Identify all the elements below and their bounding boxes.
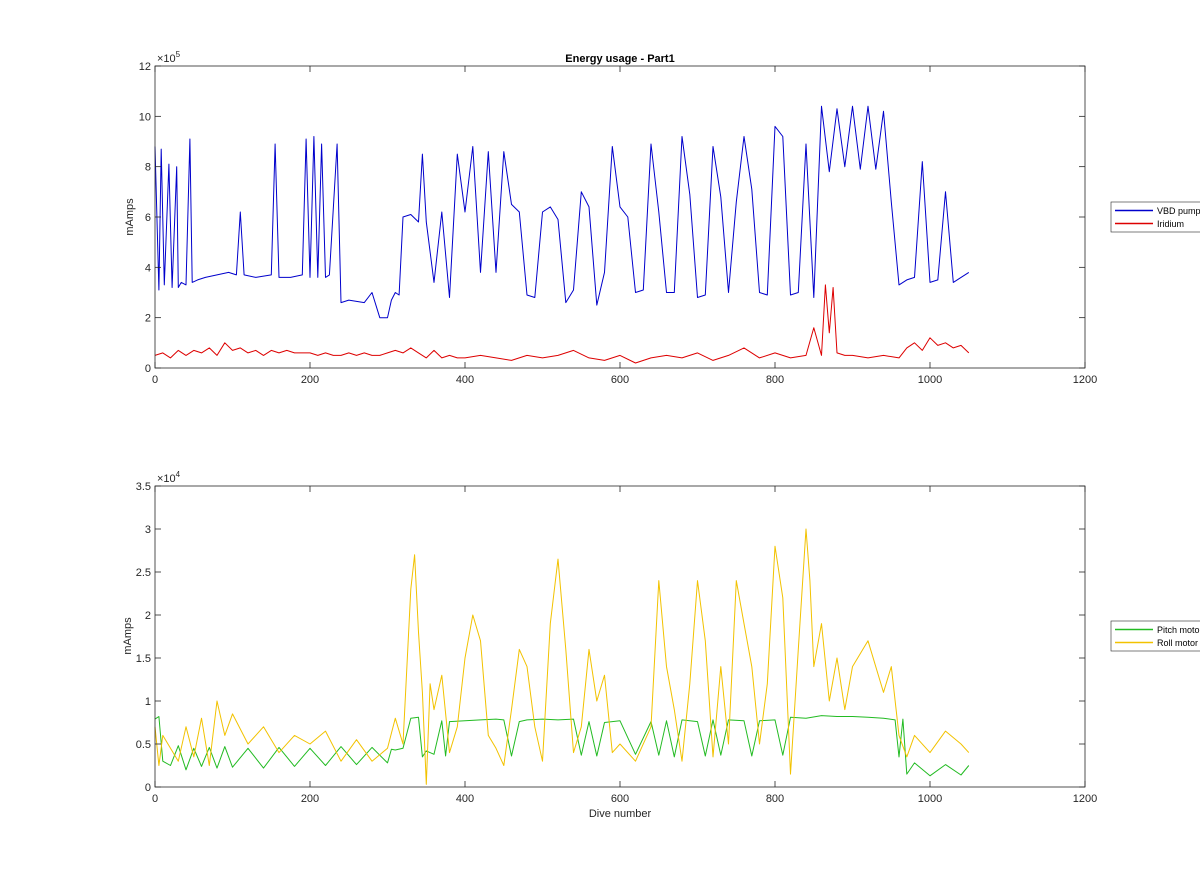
top-chart-title: Energy usage - Part1 <box>565 53 674 65</box>
top-y-tick-label: 10 <box>139 111 151 123</box>
top-x-axis: 0 200 400 600 800 1000 1200 <box>152 66 1097 386</box>
bottom-legend: Pitch motor Roll motor <box>1110 620 1200 652</box>
bottom-x-tick-label: 200 <box>301 793 319 805</box>
bottom-series-line-roll-motor <box>154 528 970 785</box>
bottom-subplot: 0 200 400 600 800 1000 1200 0 0.5 1 1.5 2 2.5 3 3.5 ×… <box>122 470 1200 820</box>
top-y-tick-label: 0 <box>145 363 151 375</box>
top-y-tick-label: 4 <box>145 262 151 274</box>
bottom-plot-frame <box>154 485 1086 788</box>
top-x-tick-label: 1200 <box>1073 374 1097 386</box>
top-legend-label-iridium: Iridium <box>1157 219 1184 229</box>
bottom-x-tick-label: 800 <box>766 793 784 805</box>
top-series-group <box>154 105 970 364</box>
bottom-x-tick-label: 1000 <box>918 793 942 805</box>
bottom-y-tick-label: 1.5 <box>136 653 151 665</box>
top-x-tick-label: 400 <box>456 374 474 386</box>
top-x-tick-label: 200 <box>301 374 319 386</box>
top-y-axis: 0 2 4 6 8 10 12 <box>139 61 1085 375</box>
top-subplot: Energy usage - Part1 0 200 400 600 800 1000 12… <box>124 50 1200 386</box>
top-y-tick-label: 8 <box>145 162 151 174</box>
bottom-y-tick-label: 1 <box>145 696 151 708</box>
bottom-x-tick-label: 400 <box>456 793 474 805</box>
bottom-x-tick-label: 600 <box>611 793 629 805</box>
top-y-tick-label: 2 <box>145 313 151 325</box>
top-y-tick-label: 6 <box>145 212 151 224</box>
top-y-tick-label: 12 <box>139 61 151 73</box>
top-y-exponent: ×105 <box>157 50 181 65</box>
top-x-tick-label: 1000 <box>918 374 942 386</box>
top-legend-label-vbd-pump: VBD pump <box>1157 206 1200 216</box>
bottom-y-tick-label: 0 <box>145 782 151 794</box>
top-plot-frame <box>154 65 1086 369</box>
top-series-line-vbd-pump <box>154 105 970 319</box>
top-x-tick-label: 0 <box>152 374 158 386</box>
bottom-legend-label-roll-motor: Roll motor <box>1157 638 1198 648</box>
top-series-line-iridium <box>154 284 970 364</box>
bottom-y-tick-label: 0.5 <box>136 739 151 751</box>
bottom-y-tick-label: 3.5 <box>136 481 151 493</box>
bottom-y-axis: 0 0.5 1 1.5 2 2.5 3 3.5 <box>136 481 1085 794</box>
bottom-x-tick-label: 0 <box>152 793 158 805</box>
bottom-y-exponent: ×104 <box>157 470 181 485</box>
bottom-series-line-pitch-motor <box>154 715 970 777</box>
bottom-series-group <box>154 528 970 785</box>
top-y-axis-label: mAmps <box>124 198 136 236</box>
bottom-y-tick-label: 2.5 <box>136 567 151 579</box>
bottom-legend-box <box>1110 620 1200 652</box>
top-legend-box <box>1110 201 1200 233</box>
bottom-y-tick-label: 2 <box>145 610 151 622</box>
bottom-y-tick-label: 3 <box>145 524 151 536</box>
bottom-x-axis: 0 200 400 600 800 1000 1200 <box>152 486 1097 805</box>
top-x-tick-label: 800 <box>766 374 784 386</box>
bottom-x-tick-label: 1200 <box>1073 793 1097 805</box>
top-legend: VBD pump Iridium <box>1110 201 1200 233</box>
bottom-y-axis-label: mAmps <box>122 617 134 655</box>
top-x-tick-label: 600 <box>611 374 629 386</box>
bottom-legend-label-pitch-motor: Pitch motor <box>1157 625 1200 635</box>
bottom-x-axis-label: Dive number <box>589 808 652 820</box>
